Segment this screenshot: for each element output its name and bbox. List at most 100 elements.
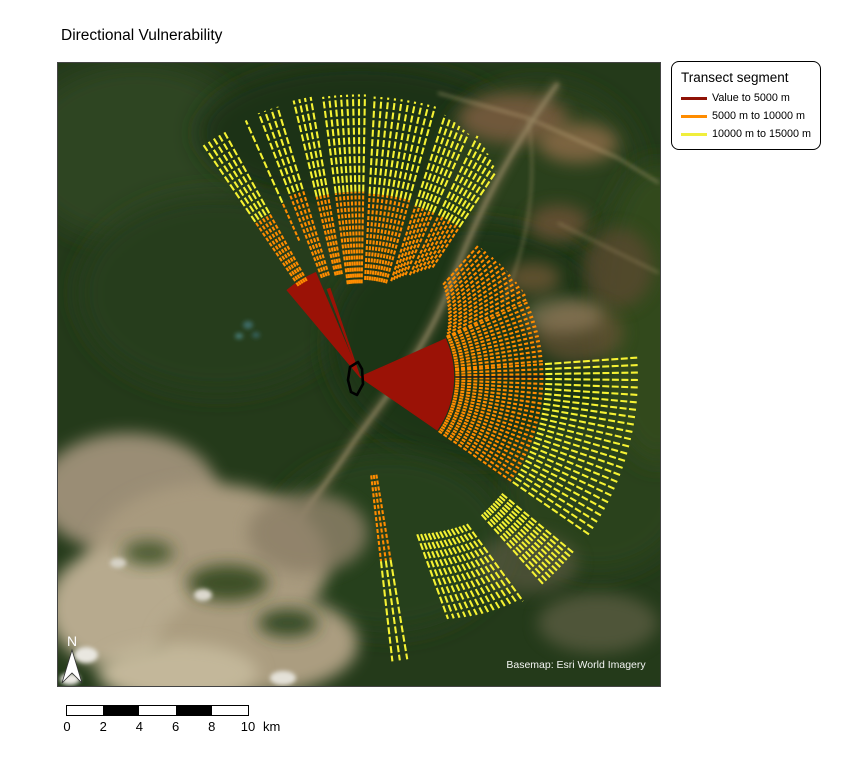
transect-line bbox=[545, 382, 639, 389]
scale-bar-tick-label: 10 bbox=[240, 719, 256, 734]
transect-line bbox=[455, 367, 546, 374]
transect-line bbox=[338, 192, 351, 285]
transect-line bbox=[517, 472, 599, 524]
transect-line bbox=[447, 270, 508, 315]
transect-line bbox=[447, 412, 533, 448]
transect-line bbox=[492, 502, 562, 569]
transect-line bbox=[264, 214, 306, 283]
transect-line bbox=[483, 511, 549, 583]
legend-item: Value to 5000 m bbox=[681, 92, 811, 104]
transect-line bbox=[454, 527, 507, 608]
transect-line bbox=[496, 497, 569, 562]
transect-line bbox=[364, 193, 371, 280]
transect-line bbox=[257, 218, 302, 286]
transect-line bbox=[520, 468, 603, 517]
transect-line bbox=[449, 314, 536, 347]
north-arrow-icon bbox=[61, 648, 83, 684]
transect-line bbox=[452, 329, 540, 355]
transect-line bbox=[448, 153, 489, 222]
transect-line bbox=[346, 191, 355, 284]
transect-line bbox=[527, 455, 613, 498]
transect-line bbox=[281, 202, 301, 241]
transect-line bbox=[420, 533, 455, 619]
legend-item-label: 5000 m to 10000 m bbox=[712, 110, 806, 122]
transect-line bbox=[395, 207, 424, 279]
transect-line bbox=[276, 106, 304, 190]
transect-line bbox=[536, 431, 627, 463]
transect-line bbox=[537, 427, 629, 456]
transect-line bbox=[392, 206, 421, 281]
transect-line bbox=[354, 191, 359, 284]
transect-line bbox=[446, 293, 526, 335]
transect-line bbox=[342, 192, 353, 284]
legend-item-label: 10000 m to 15000 m bbox=[712, 128, 812, 140]
transect-line bbox=[416, 218, 447, 273]
transect-line bbox=[525, 459, 610, 504]
source-area-outline bbox=[346, 360, 365, 397]
transect-line bbox=[372, 474, 387, 561]
transect-line bbox=[455, 376, 546, 381]
transect-line bbox=[439, 428, 517, 479]
scale-bar-tick-label: 8 bbox=[208, 719, 216, 734]
transect-line bbox=[462, 524, 519, 605]
transect-line bbox=[485, 509, 552, 579]
transect-line bbox=[389, 559, 409, 660]
transect-line bbox=[222, 130, 271, 214]
transect-line bbox=[455, 363, 546, 372]
transect-line bbox=[447, 263, 501, 308]
transect-line bbox=[455, 372, 546, 377]
transect-line bbox=[451, 158, 492, 224]
transect-line bbox=[447, 289, 524, 332]
transect-line bbox=[414, 114, 447, 207]
transect-line bbox=[544, 356, 639, 366]
transect-line bbox=[427, 532, 467, 618]
transect-line bbox=[390, 205, 417, 282]
transect-line bbox=[455, 379, 546, 386]
transect-line bbox=[421, 121, 456, 209]
transect-line bbox=[398, 209, 428, 278]
scale-bar-segment bbox=[211, 706, 248, 715]
legend-title: Transect segment bbox=[681, 70, 789, 85]
transect-line bbox=[386, 99, 403, 196]
transect-line bbox=[404, 212, 435, 276]
transect-line bbox=[447, 277, 515, 322]
transect-layer bbox=[202, 94, 639, 662]
transect-line bbox=[455, 382, 546, 391]
transect-line bbox=[334, 193, 349, 285]
transect-line bbox=[437, 135, 479, 216]
transect-line bbox=[323, 194, 341, 275]
transect-line bbox=[449, 407, 536, 439]
transect-line bbox=[541, 412, 634, 434]
transect-line bbox=[381, 98, 397, 195]
transect-line bbox=[466, 523, 524, 602]
transect-line bbox=[446, 256, 494, 301]
scale-bar-tick-label: 4 bbox=[135, 719, 144, 734]
scale-bar-unit: km bbox=[263, 719, 281, 734]
transect-line bbox=[529, 450, 616, 491]
transect-line bbox=[303, 97, 326, 196]
legend-item: 10000 m to 15000 m bbox=[681, 128, 811, 140]
transect-line bbox=[438, 430, 514, 483]
transect-line bbox=[350, 191, 357, 284]
scale-bar: 0 2 4 6 8 10 km bbox=[63, 705, 326, 735]
scale-bar-labels: 0 2 4 6 8 10 km bbox=[63, 719, 326, 735]
transect-line bbox=[451, 402, 539, 430]
transect-line bbox=[399, 102, 423, 199]
transect-line bbox=[487, 507, 556, 576]
transect-line bbox=[458, 170, 497, 228]
transect-line bbox=[439, 531, 484, 615]
transect-line bbox=[254, 221, 300, 287]
transect-line bbox=[447, 281, 518, 325]
transect-line bbox=[522, 464, 607, 511]
map-canvas: N Basemap: Esri World Imagery bbox=[58, 63, 660, 686]
scale-bar-segment bbox=[175, 706, 212, 715]
transect-line bbox=[447, 285, 521, 328]
scale-bar-segments bbox=[66, 705, 249, 716]
transect-line bbox=[540, 417, 633, 441]
transect-line bbox=[514, 476, 595, 530]
legend-swatch-orange bbox=[681, 114, 707, 118]
legend-item: 5000 m to 10000 m bbox=[681, 110, 811, 122]
transect-line bbox=[545, 377, 639, 382]
transect-line bbox=[416, 533, 450, 620]
transect-wedge bbox=[326, 287, 361, 378]
